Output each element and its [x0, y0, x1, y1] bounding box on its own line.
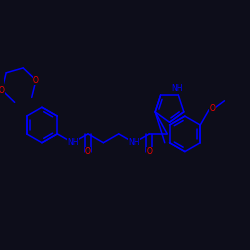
- Text: O: O: [0, 86, 5, 94]
- Text: NH: NH: [67, 138, 78, 147]
- Text: NH: NH: [171, 84, 183, 92]
- Text: O: O: [85, 147, 91, 156]
- Text: O: O: [146, 147, 152, 156]
- Text: NH: NH: [128, 138, 140, 147]
- Text: O: O: [33, 76, 39, 85]
- Text: O: O: [210, 104, 216, 113]
